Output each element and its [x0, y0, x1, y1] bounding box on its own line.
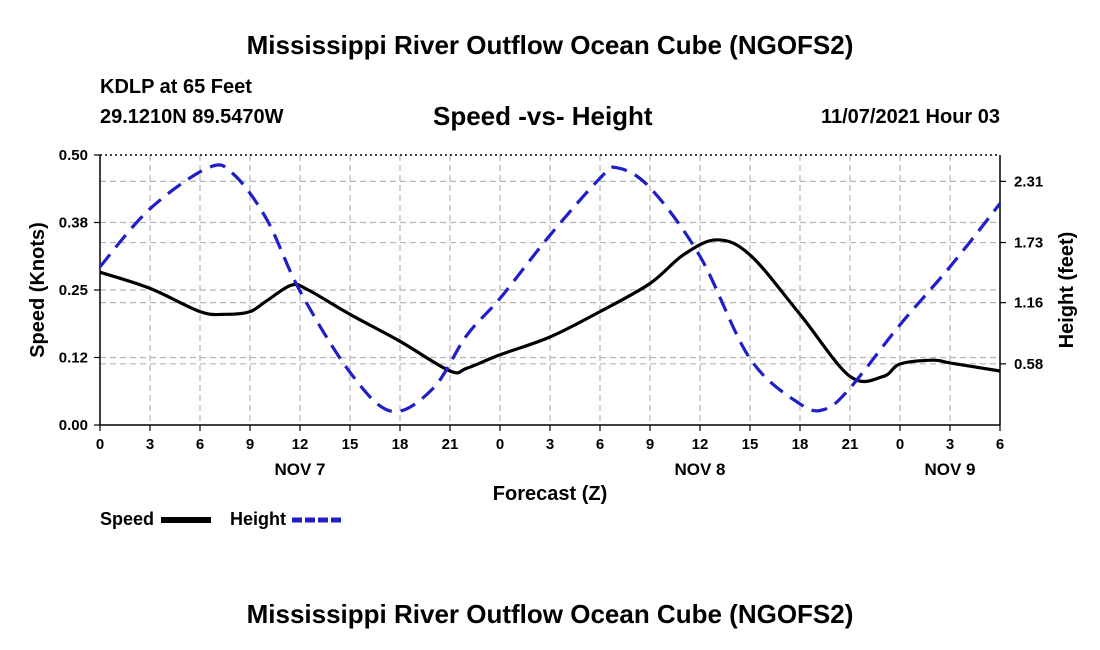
- x-tick-label: 18: [392, 436, 409, 453]
- y-tick-label: 0.38: [59, 215, 88, 232]
- y-tick-label: 0.50: [59, 147, 88, 164]
- y2-tick-label: 0.58: [1014, 356, 1043, 373]
- x-tick-label: 6: [196, 436, 204, 453]
- x-tick-label: 21: [442, 436, 459, 453]
- legend-speed-label: Speed: [100, 509, 155, 529]
- series-line-speed: [99, 238, 1001, 384]
- x-tick-label: 3: [146, 436, 154, 453]
- x-tick-label: 12: [692, 436, 709, 453]
- station-label: KDLP at 65 Feet: [100, 76, 252, 98]
- datetime-label: 11/07/2021 Hour 03: [820, 106, 1000, 128]
- x-tick-label: 9: [646, 436, 654, 453]
- x-tick-label: 15: [742, 436, 759, 453]
- footer-title: Mississippi River Outflow Ocean Cube (NG…: [246, 599, 854, 629]
- x-axis-label: Forecast (Z): [493, 483, 607, 505]
- chart-subtitle: Speed -vs- Height: [433, 101, 653, 131]
- y-tick-label: 0.12: [59, 350, 88, 367]
- y2-tick-label: 2.31: [1014, 173, 1043, 190]
- grid-layer: [100, 155, 1000, 425]
- day-label: NOV 7: [274, 460, 325, 479]
- legend-height-label: Height: [230, 509, 286, 529]
- x-tick-label: 12: [292, 436, 309, 453]
- day-label: NOV 8: [674, 460, 725, 479]
- x-tick-label: 0: [96, 436, 104, 453]
- x-tick-label: 0: [896, 436, 904, 453]
- x-tick-label: 3: [546, 436, 554, 453]
- chart-title: Mississippi River Outflow Ocean Cube (NG…: [246, 30, 854, 60]
- x-tick-label: 15: [342, 436, 359, 453]
- tick-layer: 0 3 6 9 12 15 18 21 0 3 6 9 12 15 18 21 0 3 6 NOV 7 NOV 8 NOV…: [59, 147, 1043, 479]
- y2-tick-label: 1.73: [1014, 235, 1043, 252]
- coordinates-label: 29.1210N 89.5470W: [100, 106, 284, 128]
- x-tick-label: 9: [246, 436, 254, 453]
- x-tick-label: 6: [596, 436, 604, 453]
- series-layer: [98, 163, 1002, 414]
- x-tick-label: 21: [842, 436, 859, 453]
- y-tick-label: 0.00: [59, 417, 88, 434]
- y2-tick-label: 1.16: [1014, 295, 1043, 312]
- x-tick-label: 0: [496, 436, 504, 453]
- y-axis-label: Speed (Knots): [27, 222, 49, 358]
- x-tick-label: 6: [996, 436, 1004, 453]
- day-label: NOV 9: [924, 460, 975, 479]
- x-tick-label: 3: [946, 436, 954, 453]
- y2-axis-label: Height (feet): [1056, 232, 1078, 349]
- x-tick-label: 18: [792, 436, 809, 453]
- y-tick-label: 0.25: [59, 282, 88, 299]
